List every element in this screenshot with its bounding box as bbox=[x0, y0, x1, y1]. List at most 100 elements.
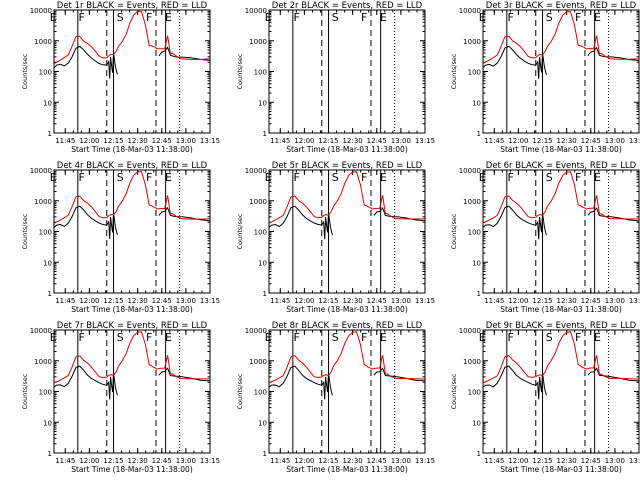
series-group bbox=[54, 331, 210, 400]
panel-title: Det 9r BLACK = Events, RED = LLD bbox=[486, 321, 637, 331]
series-events-line bbox=[483, 205, 547, 240]
x-tick-label: 13:00 bbox=[391, 297, 411, 305]
series-group bbox=[269, 171, 425, 240]
interval-letter: S bbox=[546, 171, 553, 184]
y-tick-label: 10 bbox=[43, 99, 52, 107]
series-group bbox=[269, 331, 425, 400]
y-tick-label: 10000 bbox=[30, 7, 52, 15]
y-tick-label: 10000 bbox=[245, 167, 267, 175]
y-tick-label: 10000 bbox=[459, 167, 481, 175]
series-group bbox=[483, 171, 639, 240]
interval-letter: F bbox=[361, 171, 367, 184]
x-tick-label: 12:00 bbox=[508, 137, 528, 145]
x-axis-label: Start Time (18-Mar-03 11:38:00) bbox=[71, 145, 193, 154]
x-tick-label: 12:45 bbox=[367, 457, 387, 465]
y-tick-label: 10 bbox=[258, 259, 267, 267]
y-axis-label: Counts/sec bbox=[236, 53, 244, 89]
x-axis-label: Start Time (18-Mar-03 11:38:00) bbox=[286, 145, 408, 154]
interval-letter: E bbox=[165, 11, 172, 24]
interval-letter: E bbox=[380, 331, 387, 344]
series-lld-line bbox=[483, 331, 639, 384]
x-tick-label: 13:00 bbox=[391, 137, 411, 145]
x-tick-label: 12:45 bbox=[581, 297, 601, 305]
y-tick-label: 1000 bbox=[463, 198, 481, 206]
series-events-line bbox=[269, 365, 333, 400]
x-tick-label: 12:30 bbox=[557, 297, 577, 305]
x-axis-label: Start Time (18-Mar-03 11:38:00) bbox=[500, 145, 622, 154]
x-axis-label: Start Time (18-Mar-03 11:38:00) bbox=[500, 305, 622, 314]
x-tick-label: 11:45 bbox=[270, 457, 290, 465]
y-tick-label: 1 bbox=[48, 450, 52, 458]
interval-letter: E bbox=[479, 11, 486, 24]
y-axis-label: Counts/sec bbox=[450, 373, 458, 409]
x-tick-label: 12:15 bbox=[318, 457, 338, 465]
y-axis-label: Counts/sec bbox=[236, 213, 244, 249]
x-tick-label: 13:15 bbox=[200, 137, 220, 145]
y-tick-label: 100 bbox=[254, 229, 267, 237]
panel-title: Det 8r BLACK = Events, RED = LLD bbox=[272, 321, 423, 331]
series-group bbox=[483, 11, 639, 79]
series-events-line bbox=[483, 45, 547, 79]
x-tick-label: 11:45 bbox=[484, 297, 504, 305]
y-tick-label: 1000 bbox=[463, 38, 481, 46]
x-tick-label: 12:15 bbox=[532, 137, 552, 145]
panel-det-1r: Det 1r BLACK = Events, RED = LLD 1 10 100 10… bbox=[21, 1, 220, 154]
panel-title: Det 2r BLACK = Events, RED = LLD bbox=[272, 1, 423, 11]
interval-letter: F bbox=[146, 11, 152, 24]
series-events-tail-line bbox=[158, 206, 210, 222]
series-events-tail-line bbox=[587, 46, 639, 62]
panel-det-3r: Det 3r BLACK = Events, RED = LLD 1 10 100 10… bbox=[450, 1, 640, 154]
interval-letter: S bbox=[117, 11, 124, 24]
x-tick-label: 12:30 bbox=[343, 137, 363, 145]
x-tick-label: 12:00 bbox=[79, 137, 99, 145]
panel-det-9r: Det 9r BLACK = Events, RED = LLD 1 10 100 10… bbox=[450, 321, 640, 474]
x-tick-label: 12:45 bbox=[152, 137, 172, 145]
y-tick-label: 1000 bbox=[463, 358, 481, 366]
interval-letter: S bbox=[332, 331, 339, 344]
x-tick-label: 12:30 bbox=[128, 137, 148, 145]
interval-letter: E bbox=[380, 11, 387, 24]
x-tick-label: 13:00 bbox=[605, 297, 625, 305]
interval-letter: S bbox=[546, 11, 553, 24]
y-tick-label: 100 bbox=[468, 389, 481, 397]
x-tick-label: 12:45 bbox=[152, 457, 172, 465]
x-tick-label: 13:00 bbox=[605, 137, 625, 145]
series-lld-line bbox=[269, 171, 425, 224]
interval-letter: F bbox=[361, 11, 367, 24]
x-tick-label: 13:15 bbox=[629, 457, 640, 465]
x-tick-label: 12:15 bbox=[103, 137, 123, 145]
interval-letter: E bbox=[50, 171, 57, 184]
interval-letter: E bbox=[50, 11, 57, 24]
x-axis-label: Start Time (18-Mar-03 11:38:00) bbox=[71, 305, 193, 314]
x-tick-label: 13:00 bbox=[391, 457, 411, 465]
y-tick-label: 1 bbox=[477, 130, 481, 138]
x-axis-label: Start Time (18-Mar-03 11:38:00) bbox=[286, 305, 408, 314]
interval-letter: F bbox=[294, 331, 300, 344]
interval-letter: E bbox=[594, 11, 601, 24]
interval-letter: E bbox=[380, 171, 387, 184]
series-events-line bbox=[54, 365, 118, 400]
y-tick-label: 10 bbox=[43, 259, 52, 267]
y-axis-label: Counts/sec bbox=[450, 53, 458, 89]
y-axis-label: Counts/sec bbox=[21, 213, 29, 249]
x-tick-label: 11:45 bbox=[55, 457, 75, 465]
interval-letter: E bbox=[265, 11, 272, 24]
x-tick-label: 11:45 bbox=[270, 137, 290, 145]
interval-letter: F bbox=[508, 331, 514, 344]
interval-letter: F bbox=[575, 331, 581, 344]
interval-letter: F bbox=[294, 171, 300, 184]
panel-title: Det 4r BLACK = Events, RED = LLD bbox=[57, 161, 208, 171]
interval-letter: E bbox=[479, 331, 486, 344]
series-events-line bbox=[54, 205, 118, 240]
interval-letter: F bbox=[79, 11, 85, 24]
y-tick-label: 10000 bbox=[245, 7, 267, 15]
x-tick-label: 12:45 bbox=[367, 297, 387, 305]
y-tick-label: 1 bbox=[477, 290, 481, 298]
y-axis-label: Counts/sec bbox=[21, 53, 29, 89]
series-lld-line bbox=[269, 331, 425, 384]
x-tick-label: 12:00 bbox=[79, 457, 99, 465]
interval-letter: F bbox=[79, 171, 85, 184]
series-group bbox=[54, 171, 210, 240]
panel-det-7r: Det 7r BLACK = Events, RED = LLD 1 10 100 10… bbox=[21, 321, 220, 474]
panel-det-6r: Det 6r BLACK = Events, RED = LLD 1 10 100 10… bbox=[450, 161, 640, 314]
